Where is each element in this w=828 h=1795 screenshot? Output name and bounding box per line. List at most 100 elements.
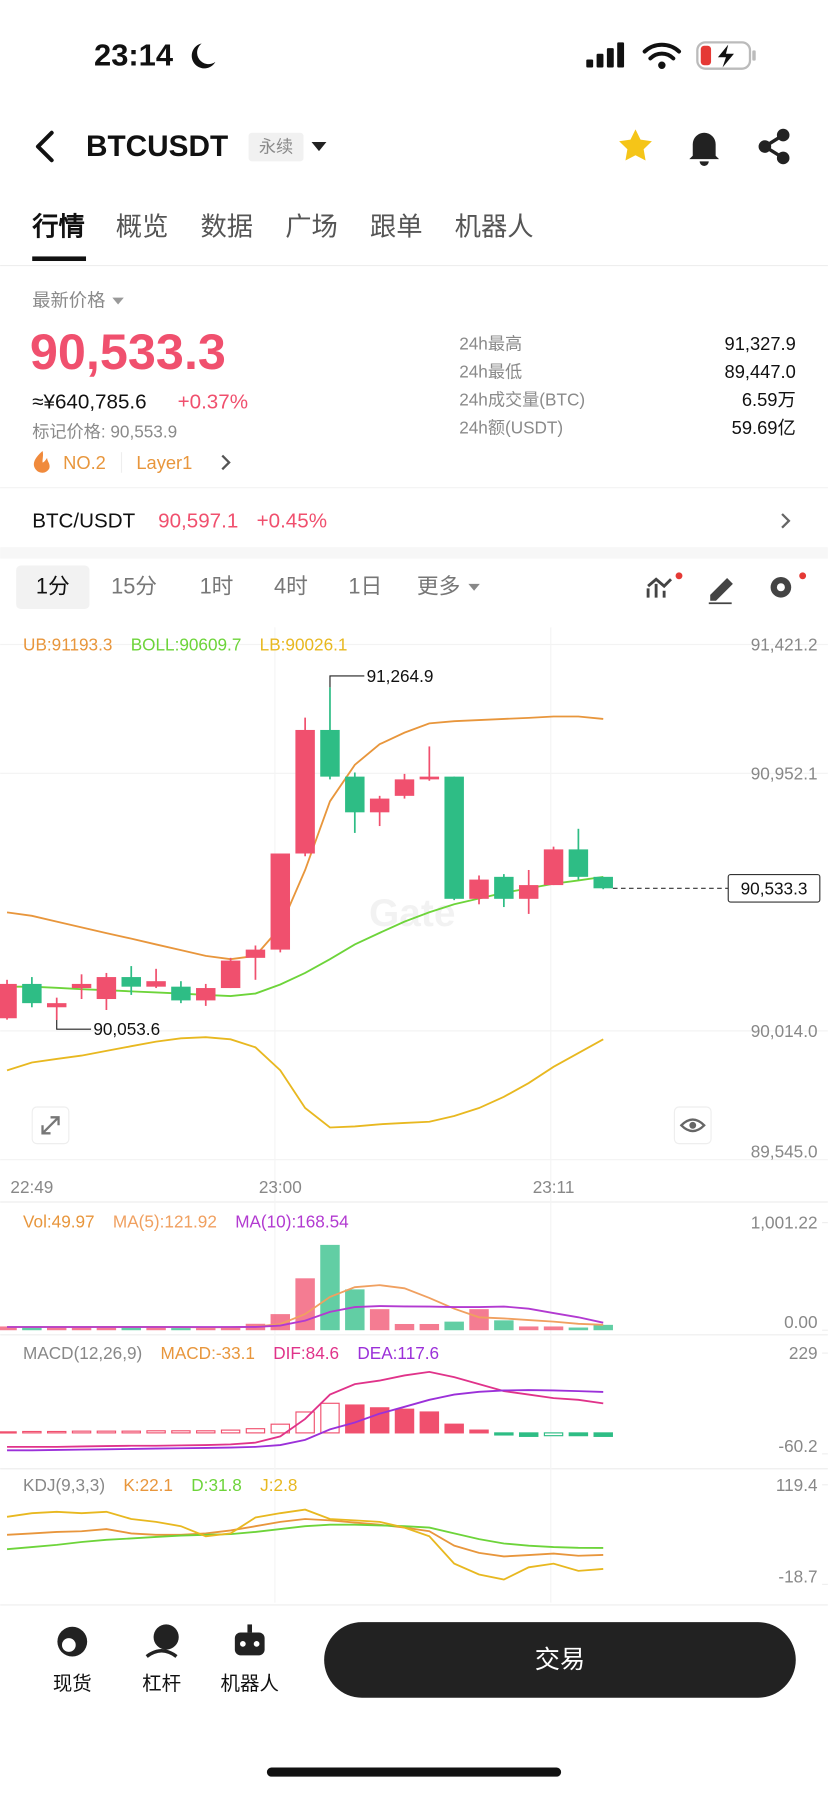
macd-bar <box>196 1430 216 1434</box>
y-tick-label: 0.00 <box>784 1312 817 1332</box>
candle-body <box>593 876 613 889</box>
candle-body <box>121 977 141 987</box>
x-tick-label: 23:00 <box>259 1177 302 1197</box>
sector[interactable]: Layer1 <box>136 452 192 473</box>
volume-bar <box>96 1326 117 1331</box>
trade-button[interactable] <box>324 1622 796 1698</box>
visibility-button[interactable] <box>673 1106 712 1145</box>
volume-bar <box>220 1326 241 1331</box>
annotation-label: 91,264.9 <box>367 666 434 686</box>
indicator-button[interactable] <box>646 572 683 598</box>
candle-body <box>270 853 291 950</box>
indicator-line <box>7 1389 604 1452</box>
candle-body <box>0 983 17 1019</box>
price-caret <box>112 297 124 305</box>
margin-icon <box>145 1624 179 1658</box>
favorite-star[interactable] <box>619 129 652 161</box>
tab[interactable]: 数据 <box>201 212 254 242</box>
legend-item: MA(10):168.54 <box>235 1211 349 1231</box>
spot-chevron[interactable] <box>781 513 791 529</box>
interval[interactable]: 1时 <box>200 574 234 599</box>
candle-body <box>245 949 266 958</box>
draw-button[interactable] <box>708 578 733 605</box>
battery-icon <box>696 41 756 70</box>
legend-item: J:2.8 <box>260 1475 297 1495</box>
indicator-line <box>6 1036 604 1129</box>
legend-item: LB:90026.1 <box>260 635 348 655</box>
tab[interactable]: 机器人 <box>455 212 534 242</box>
nav-label[interactable]: 现货 <box>53 1673 92 1695</box>
share-button[interactable] <box>758 128 790 165</box>
expand-button[interactable] <box>31 1106 70 1145</box>
y-tick-label: 90,014.0 <box>751 1021 818 1041</box>
interval[interactable]: 1分 <box>36 574 70 599</box>
volume-bar <box>46 1326 67 1331</box>
macd-bar <box>121 1430 141 1434</box>
price-change: +0.37% <box>178 390 248 413</box>
macd-bar <box>46 1430 67 1434</box>
tab[interactable]: 行情 <box>31 212 85 242</box>
macd-bar <box>444 1423 464 1434</box>
home-indicator <box>266 1767 562 1777</box>
indicator-line <box>6 1523 604 1551</box>
macd-bar <box>0 1431 17 1434</box>
indicator-line <box>6 1518 604 1558</box>
nav-label[interactable]: 杠杆 <box>142 1673 181 1695</box>
back-button[interactable] <box>35 130 54 163</box>
candle-body <box>220 960 241 989</box>
volume-bar <box>494 1320 514 1331</box>
interval[interactable]: 更多 <box>417 574 461 599</box>
stat-label: 24h额(USDT) <box>459 418 563 438</box>
interval[interactable]: 4时 <box>274 574 308 599</box>
y-tick-label: 229 <box>789 1343 818 1363</box>
candle-body <box>320 729 340 777</box>
cny-price: ≈¥640,785.6 <box>32 390 146 413</box>
tab[interactable]: 跟单 <box>370 212 423 242</box>
tab[interactable]: 概览 <box>116 212 169 242</box>
stat-value: 6.59万 <box>742 389 796 410</box>
symbol: BTCUSDT <box>86 130 228 163</box>
interval[interactable]: 1日 <box>348 574 382 599</box>
intervals: 1分 15分 1时 4时 1日 更多 <box>36 574 480 599</box>
legend-item: KDJ(9,3,3) <box>23 1475 105 1495</box>
settings-button[interactable] <box>770 572 807 598</box>
interval[interactable]: 15分 <box>111 574 157 599</box>
volume-bar <box>171 1328 191 1331</box>
candle-body <box>146 981 166 987</box>
candle-body <box>295 729 315 854</box>
alert-bell[interactable] <box>689 132 720 166</box>
annotation-leader <box>329 675 365 688</box>
nav-label[interactable]: 机器人 <box>221 1673 279 1695</box>
trade-button-label[interactable]: 交易 <box>535 1646 585 1674</box>
volume-bar <box>121 1326 141 1331</box>
macd-bar <box>320 1402 340 1434</box>
volume-bar <box>419 1323 440 1331</box>
indicator-line <box>6 1508 604 1581</box>
candle-body <box>196 988 216 1001</box>
rank[interactable]: NO.2 <box>63 452 106 473</box>
stat-label: 24h成交量(BTC) <box>459 390 585 410</box>
candle-body <box>71 983 92 989</box>
volume-bar <box>518 1326 539 1331</box>
legend-item: DIF:84.6 <box>273 1343 339 1363</box>
spot-price: 90,597.1 <box>158 509 238 532</box>
macd-bar <box>469 1429 489 1434</box>
y-tick-label: 1,001.22 <box>751 1213 818 1233</box>
signal-icon <box>586 42 625 68</box>
tab[interactable]: 广场 <box>285 212 338 242</box>
legend-item: MA(5):121.92 <box>113 1211 217 1231</box>
symbol-caret[interactable] <box>311 141 327 152</box>
spot-pair[interactable]: BTC/USDT <box>32 509 135 532</box>
y-tick-label: -18.7 <box>778 1566 817 1586</box>
fire-icon <box>33 451 50 473</box>
macd-bar <box>494 1432 514 1436</box>
volume-bar <box>369 1309 390 1331</box>
more-caret <box>468 583 480 591</box>
macd-bar <box>543 1432 564 1437</box>
section-gap <box>0 547 828 559</box>
candle-body <box>46 1003 67 1008</box>
volume-bar <box>394 1323 415 1331</box>
macd-bar <box>593 1432 613 1437</box>
legend-item: DEA:117.6 <box>357 1343 439 1363</box>
